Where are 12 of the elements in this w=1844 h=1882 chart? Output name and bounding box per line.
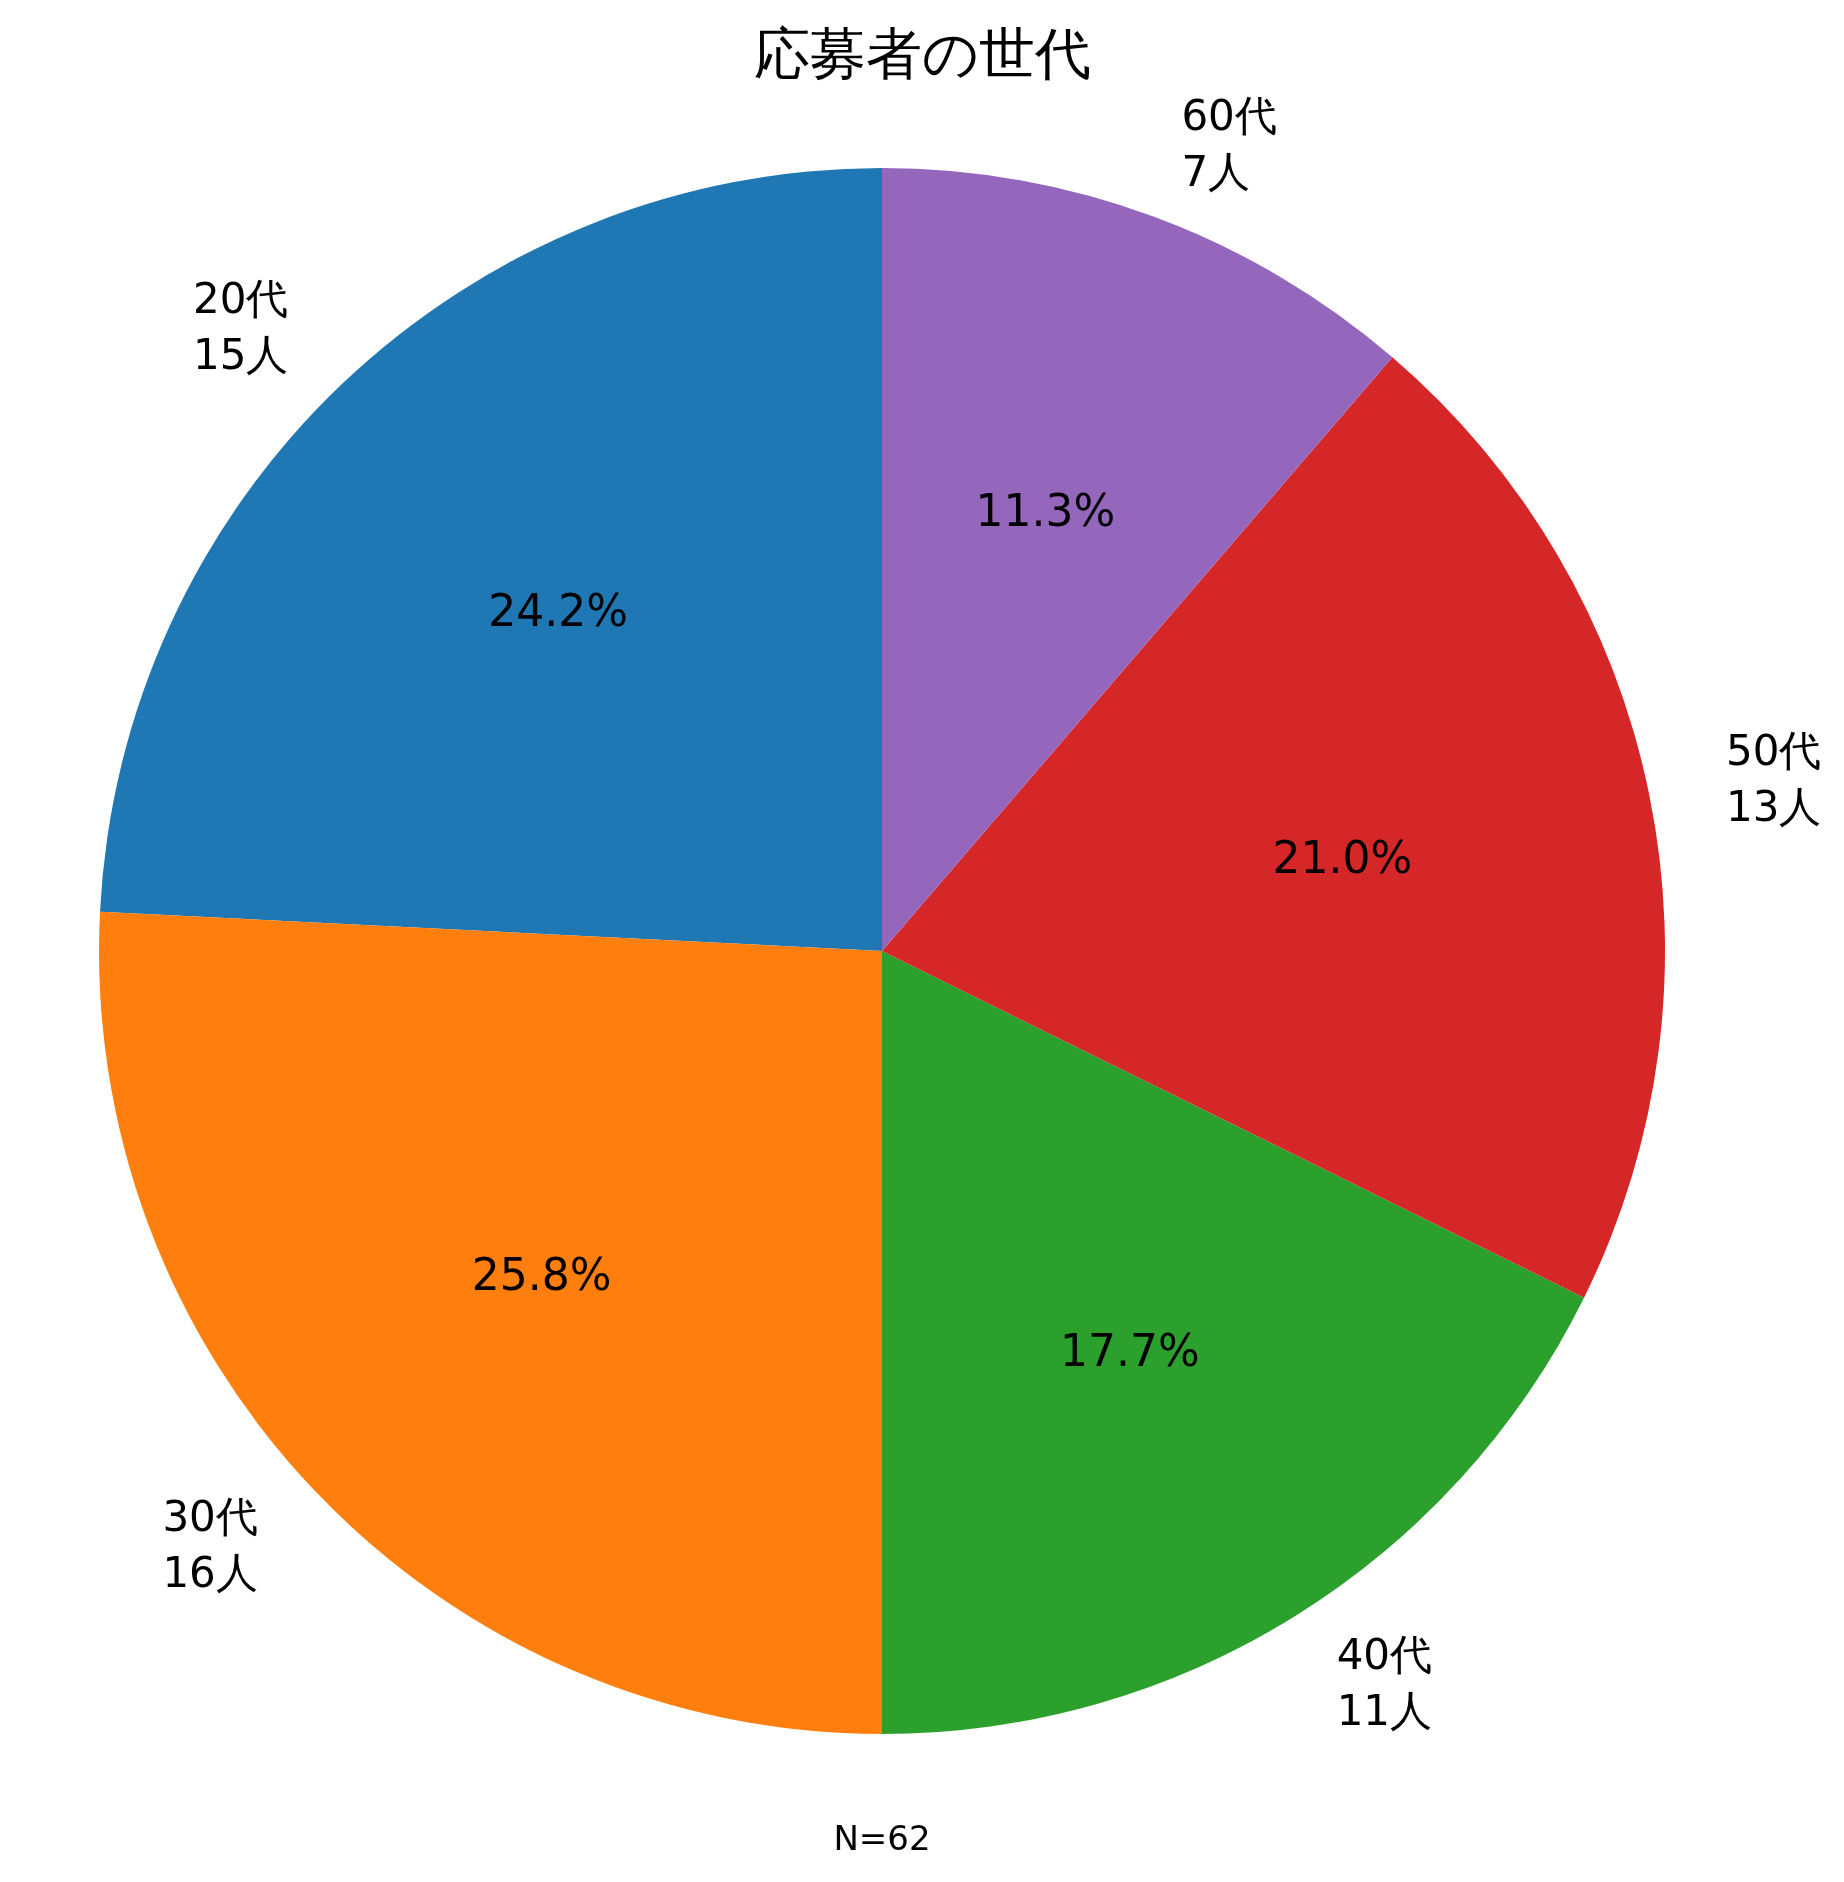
data-label: 17.7% — [1060, 1324, 1200, 1376]
text: N=62 — [833, 1818, 931, 1858]
slice-label: 40代 11人 — [1336, 1630, 1433, 1736]
data-label: 11.3% — [975, 484, 1116, 536]
slice-label: 50代 13人 — [1725, 726, 1822, 832]
data-label: 21.0% — [1272, 831, 1413, 883]
data-label: 25.8% — [471, 1249, 612, 1301]
slice-label: 30代 16人 — [162, 1492, 258, 1598]
data-label: 24.2% — [488, 585, 629, 637]
chart-title: 応募者の世代 — [753, 20, 1091, 86]
slice-label: 20代 15人 — [193, 274, 289, 380]
slice-label: 60代 7人 — [1181, 90, 1277, 196]
